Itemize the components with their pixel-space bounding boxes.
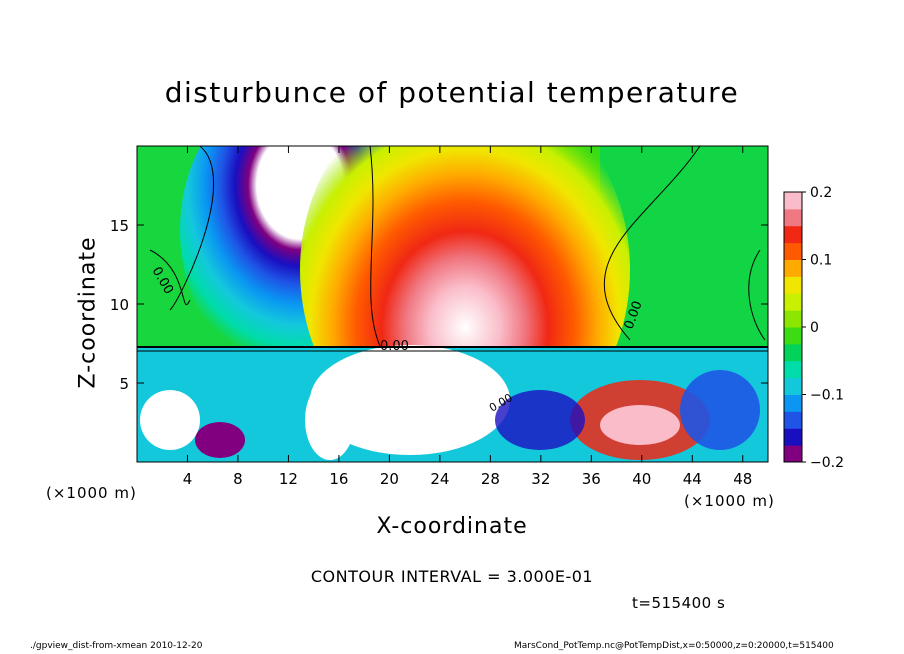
x-tick-label: 48 [733,470,752,488]
colorbar-tick-label: 0.2 [810,185,832,201]
x-tick-label: 32 [531,470,550,488]
colorbar-swatch [784,411,802,429]
contour-interval: CONTOUR INTERVAL = 3.000E-01 [310,567,594,586]
colorbar-tick-label: −0.1 [810,388,844,404]
x-tick-label: 44 [683,470,702,488]
y-tick-label: 5 [119,375,129,393]
footer-left: ./gpview_dist-from-xmean 2010-12-20 [30,641,203,651]
colorbar-tick-label: −0.2 [810,455,844,471]
colorbar-swatch [784,259,802,277]
colorbar-swatch [784,192,802,210]
x-tick-label: 4 [183,470,193,488]
heatmap-field [137,146,768,462]
colorbar-swatch [784,225,802,244]
colorbar-swatch [784,343,802,362]
x-tick-label: 36 [582,470,601,488]
x-tick-label: 40 [632,470,651,488]
colorbar-swatch [784,327,802,345]
colorbar-swatch [784,394,802,412]
y-tick-label: 15 [110,217,129,235]
colorbar-swatch [784,276,802,294]
x-axis-label: X-coordinate [376,514,528,539]
footer-right: MarsCond_PotTemp.nc@PotTempDist,x=0:5000… [514,641,834,651]
contour-label: 0.00 [380,339,409,354]
y-tick-label: 10 [110,296,129,314]
colorbar-swatch [784,208,802,227]
y-axis: 5 10 15 [110,217,768,393]
x-unit-label: (×1000 m) [46,484,137,502]
colorbar-tick-label: 0.1 [810,253,832,269]
timestamp: t=515400 s [632,594,726,612]
x-tick-label: 16 [329,470,348,488]
x-tick-label: 20 [380,470,399,488]
x-tick-label: 28 [481,470,500,488]
chart-title: disturbunce of potential temperature [164,76,740,109]
x-axis: 4 8 12 16 20 24 28 32 36 40 44 48 [183,146,752,488]
x-unit-label-right: (×1000 m) [684,492,775,510]
colorbar-swatch [784,242,802,260]
colorbar-swatch [784,445,802,463]
colorbar-swatch [784,428,802,446]
x-tick-label: 8 [233,470,243,488]
y-axis-label: Z-coordinate [75,236,101,389]
x-tick-label: 12 [279,470,298,488]
colorbar-swatch [784,310,802,328]
colorbar-swatch [784,360,802,379]
colorbar-swatch [784,293,802,311]
colorbar: 0.2 0.1 0 −0.1 −0.2 [783,185,844,471]
colorbar-tick-label: 0 [810,320,819,336]
x-tick-label: 24 [430,470,449,488]
colorbar-swatch [784,377,802,395]
